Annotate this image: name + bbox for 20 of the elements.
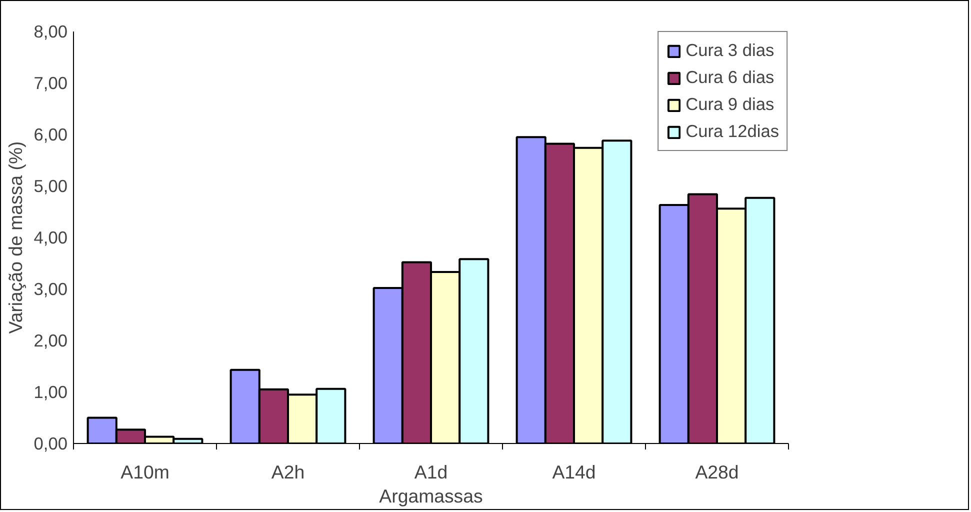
legend-label: Cura 6 dias [686,67,774,88]
y-tick-label: 7,00 [34,73,68,93]
legend-label: Cura 3 dias [686,40,774,61]
legend-label: Cura 9 dias [686,94,774,115]
x-axis-title: Argamassas [379,486,483,506]
x-tick-label: A28d [695,462,739,482]
y-tick-label: 6,00 [34,124,68,144]
y-tick-label: 0,00 [34,434,68,454]
y-tick-label: 8,00 [34,22,68,42]
y-tick-label: 3,00 [34,279,68,299]
y-tick-label: 2,00 [34,330,68,350]
legend-label: Cura 12dias [686,121,779,142]
x-tick-label: A14d [552,462,596,482]
y-tick-label: 1,00 [34,382,68,402]
y-tick-label: 4,00 [34,228,68,248]
y-axis-title: Variação de massa (%) [4,141,26,334]
x-tick-label: A10m [120,462,170,482]
x-tick-label: A1d [414,462,448,482]
y-tick-label: 5,00 [34,176,68,196]
x-tick-label: A2h [271,462,305,482]
